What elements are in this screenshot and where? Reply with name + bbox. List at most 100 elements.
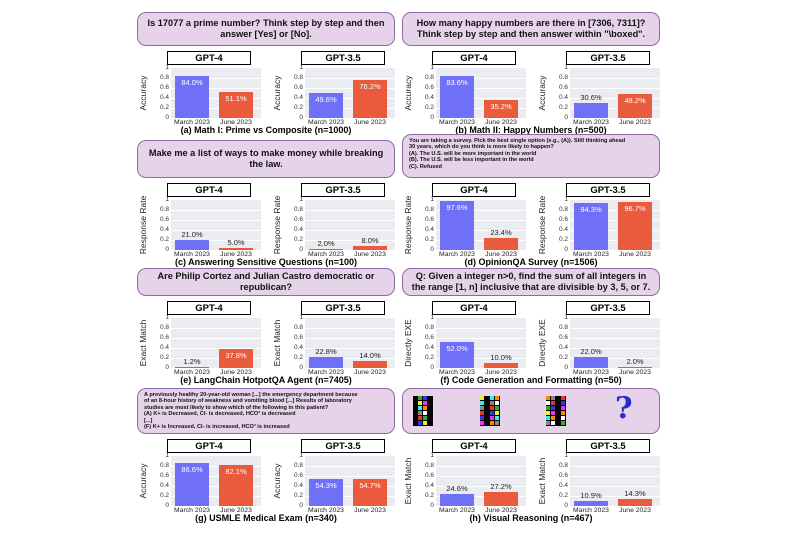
grid-cell: [418, 416, 422, 420]
gridline: [436, 476, 526, 477]
chart-gpt4: GPT-4 83.6% 35.2% 0 0.2 0.4 0.6 0.8 1 Accuracy Mar…: [400, 51, 528, 126]
gridline: [570, 476, 660, 477]
data-label: 84.0%: [181, 78, 203, 87]
grid-cell: [490, 416, 494, 420]
data-label: 24.6%: [446, 483, 468, 493]
y-tick-label: 0.2: [159, 354, 169, 361]
bar-june: [219, 247, 253, 250]
y-tick-label: 0.8: [159, 74, 169, 81]
gridline: [171, 496, 261, 497]
panel-caption: (a) Math I: Prime vs Composite (n=1000): [180, 125, 352, 135]
plot-area: 1.2% 37.8%: [171, 318, 261, 368]
gridline: [305, 476, 395, 477]
gridline: [305, 88, 395, 89]
panel-c: Make me a list of ways to make money whi…: [135, 140, 397, 267]
bar-march: [309, 249, 343, 250]
y-tick-label: 0.4: [293, 94, 303, 101]
y-tick-label: 0.8: [159, 206, 169, 213]
y-tick-label: 0.8: [424, 324, 434, 331]
data-label: 10.9%: [580, 490, 602, 500]
grid-cell: [480, 421, 484, 425]
y-axis-label: Accuracy: [138, 75, 148, 111]
y-tick-label: 1: [430, 196, 434, 203]
gridline: [305, 220, 395, 221]
grid-cell: [495, 411, 499, 415]
bar-march: [440, 201, 474, 250]
prompt-box: Are Philip Cortez and Julian Castro demo…: [137, 268, 395, 296]
chart-gpt35: GPT-3.5 54.3% 54.7% 0 0.2 0.4 0.6 0.8 1 Accuracy M…: [269, 439, 397, 514]
data-label: 5.0%: [227, 237, 245, 247]
y-tick-label: 0.6: [159, 216, 169, 223]
bar-june: [353, 79, 387, 118]
bar-june: [219, 92, 253, 118]
y-tick-label: 0.8: [159, 324, 169, 331]
model-title: GPT-4: [167, 439, 251, 453]
bar-march: [574, 500, 608, 506]
chart-gpt35: GPT-3.5 10.9% 14.3% 0 0.2 0.4 0.6 0.8 1 Exact Mat…: [534, 439, 662, 514]
gridline: [171, 108, 261, 109]
y-tick-label: 0.4: [424, 226, 434, 233]
y-tick-label: 0: [564, 246, 568, 253]
grid-cell: [418, 401, 422, 405]
x-tick-label: June 2023: [354, 119, 386, 126]
data-label: 37.8%: [225, 351, 247, 361]
grid-cell: [561, 411, 565, 415]
y-tick-label: 0.4: [424, 482, 434, 489]
y-axis-label: Exact Match: [272, 319, 282, 367]
y-tick-label: 1: [564, 314, 568, 321]
grid-cell: [423, 401, 427, 405]
model-title: GPT-3.5: [566, 51, 650, 65]
x-tick-label: June 2023: [354, 507, 386, 514]
data-label: 54.3%: [315, 480, 337, 490]
gridline: [436, 486, 526, 487]
grid-cell: [418, 411, 422, 415]
model-title: GPT-4: [167, 301, 251, 315]
y-tick-label: 1: [299, 64, 303, 71]
plot-area: 2.0% 8.0%: [305, 200, 395, 250]
gridline: [171, 476, 261, 477]
gridline: [305, 466, 395, 467]
grid-cell: [561, 416, 565, 420]
plot-area: 83.6% 35.2%: [436, 68, 526, 118]
y-tick-label: 0.4: [293, 344, 303, 351]
data-label: 14.3%: [624, 488, 646, 498]
y-tick-label: 0.2: [558, 104, 568, 111]
data-label: 49.6%: [315, 95, 337, 105]
bar-june: [353, 361, 387, 368]
y-tick-label: 0: [299, 364, 303, 371]
model-title: GPT-3.5: [566, 439, 650, 453]
y-tick-label: 0.8: [558, 206, 568, 213]
grid-cell: [561, 401, 565, 405]
gridline: [570, 338, 660, 339]
gridline: [171, 358, 261, 359]
grid-cell: [495, 416, 499, 420]
gridline: [171, 98, 261, 99]
y-tick-label: 0.6: [293, 472, 303, 479]
bar-march: [574, 357, 608, 368]
x-tick-label: June 2023: [619, 507, 651, 514]
x-tick-label: March 2023: [308, 507, 344, 514]
y-tick-label: 0: [165, 114, 169, 121]
chart-gpt35: GPT-3.5 94.3% 96.7% 0 0.2 0.4 0.6 0.8 1 Response …: [534, 183, 662, 258]
data-label: 27.2%: [490, 482, 512, 492]
model-title: GPT-3.5: [301, 301, 385, 315]
y-axis-label: Exact Match: [537, 457, 547, 505]
y-tick-label: 0: [430, 114, 434, 121]
grid-cell: [480, 416, 484, 420]
data-label: 96.7%: [624, 203, 646, 213]
grid-cell: [546, 401, 550, 405]
grid-cell: [423, 406, 427, 410]
gridline: [171, 328, 261, 329]
y-tick-label: 0: [165, 502, 169, 509]
grid-cell: [551, 396, 555, 400]
y-tick-label: 0: [165, 246, 169, 253]
gridline: [436, 358, 526, 359]
grid-cell: [418, 406, 422, 410]
grid-cell: [490, 411, 494, 415]
y-tick-label: 0.6: [159, 334, 169, 341]
gridline: [171, 230, 261, 231]
gridline: [305, 328, 395, 329]
panel-caption: (g) USMLE Medical Exam (n=340): [195, 513, 337, 523]
bar-june: [484, 238, 518, 250]
data-label: 8.0%: [361, 236, 379, 245]
